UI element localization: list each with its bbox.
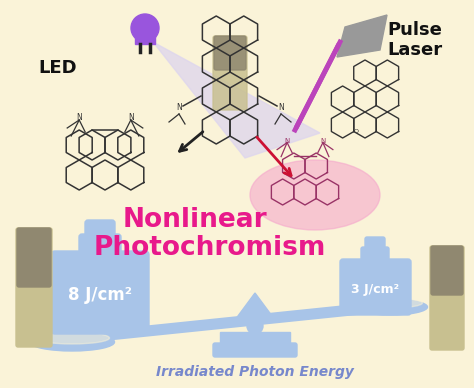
Ellipse shape [357,298,422,308]
Ellipse shape [35,332,109,344]
Text: N: N [284,138,290,144]
Bar [135,32,155,44]
FancyBboxPatch shape [361,247,389,266]
Text: 3 J/cm²: 3 J/cm² [351,282,399,296]
Text: N: N [278,103,284,112]
Text: Irradiated Photon Energy: Irradiated Photon Energy [156,365,354,379]
FancyBboxPatch shape [340,259,411,315]
Text: O: O [354,129,358,134]
Text: LED: LED [38,59,77,77]
Text: N: N [320,138,326,144]
Polygon shape [337,15,387,57]
Text: N: N [128,113,134,122]
Ellipse shape [250,160,380,230]
FancyBboxPatch shape [365,237,385,253]
Text: Photochromism: Photochromism [94,235,326,261]
FancyBboxPatch shape [431,246,463,295]
FancyBboxPatch shape [213,36,247,110]
Ellipse shape [353,299,428,315]
FancyBboxPatch shape [430,246,464,350]
Text: Pulse: Pulse [388,21,442,39]
Ellipse shape [29,333,115,351]
Bar [220,332,290,347]
FancyBboxPatch shape [51,251,149,334]
FancyBboxPatch shape [214,36,246,70]
FancyBboxPatch shape [213,343,297,357]
Text: N: N [176,103,182,112]
Text: N: N [76,113,82,122]
FancyBboxPatch shape [17,228,51,287]
Polygon shape [235,293,275,320]
Text: 8 J/cm²: 8 J/cm² [68,286,132,304]
FancyBboxPatch shape [85,220,115,242]
Ellipse shape [131,14,159,42]
FancyBboxPatch shape [79,234,121,260]
FancyBboxPatch shape [16,228,52,347]
Polygon shape [153,42,320,158]
Circle shape [247,318,263,334]
Text: Nonlinear: Nonlinear [123,207,267,233]
Text: Laser: Laser [387,41,443,59]
